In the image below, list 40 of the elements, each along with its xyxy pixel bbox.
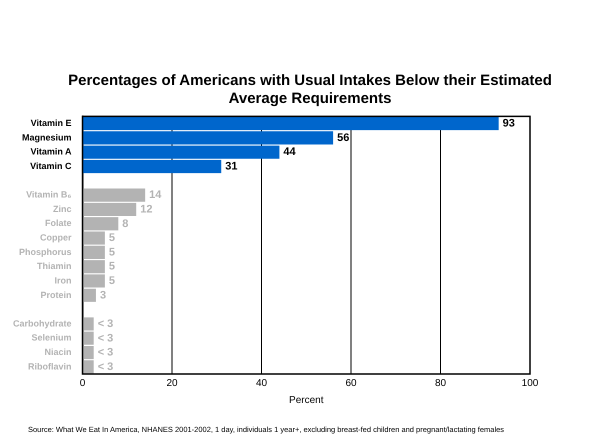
y-tick-label: Riboflavin (28, 361, 72, 372)
y-tick-label: Magnesium (22, 132, 72, 142)
data-label: 44 (283, 146, 297, 158)
data-label: 14 (149, 189, 162, 202)
data-label: 5 (108, 275, 116, 288)
x-tick-label: 20 (166, 378, 178, 389)
y-tick-label: Phosphorus (19, 246, 72, 257)
x-tick-label: 40 (256, 378, 268, 389)
x-tick-label: 0 (80, 378, 86, 389)
y-tick-label: Vitamin B₆ (26, 190, 72, 200)
y-tick-label: Protein (40, 290, 72, 300)
y-tick-label: Copper (40, 232, 72, 243)
data-label: < 3 (98, 332, 114, 344)
data-label: 3 (100, 289, 106, 302)
data-label: < 3 (98, 318, 114, 330)
y-tick-label: Vitamin A (30, 146, 72, 157)
data-label: 5 (108, 260, 116, 273)
y-tick-label: Selenium (32, 332, 72, 343)
data-label: 93 (502, 118, 515, 130)
data-label: 12 (140, 203, 152, 216)
y-tick-label: Zinc (53, 204, 72, 214)
x-tick-label: 60 (345, 378, 358, 389)
data-label: 5 (108, 232, 116, 244)
data-label: 31 (225, 160, 238, 173)
x-tick-label: 80 (434, 378, 446, 389)
x-tick-label: 100 (522, 378, 539, 389)
y-tick-label: Niacin (44, 347, 72, 358)
chart-title: Percentages of Americans with Usual Intakes Below their Estimated Average Requirements (67, 72, 553, 108)
y-tick-label: Folate (45, 218, 72, 228)
y-tick-label: Vitamin E (30, 118, 72, 128)
data-label: 5 (108, 246, 116, 258)
y-tick-label: Carbohydrate (13, 318, 72, 328)
data-label: < 3 (98, 346, 114, 359)
y-tick-label: Vitamin C (30, 160, 72, 171)
x-axis-title: Percent (289, 394, 324, 406)
data-label: 56 (337, 132, 350, 144)
y-tick-label: Iron (54, 275, 72, 286)
data-label: 8 (122, 218, 128, 230)
data-label: < 3 (98, 360, 114, 373)
y-tick-label: Thiamin (37, 261, 72, 272)
